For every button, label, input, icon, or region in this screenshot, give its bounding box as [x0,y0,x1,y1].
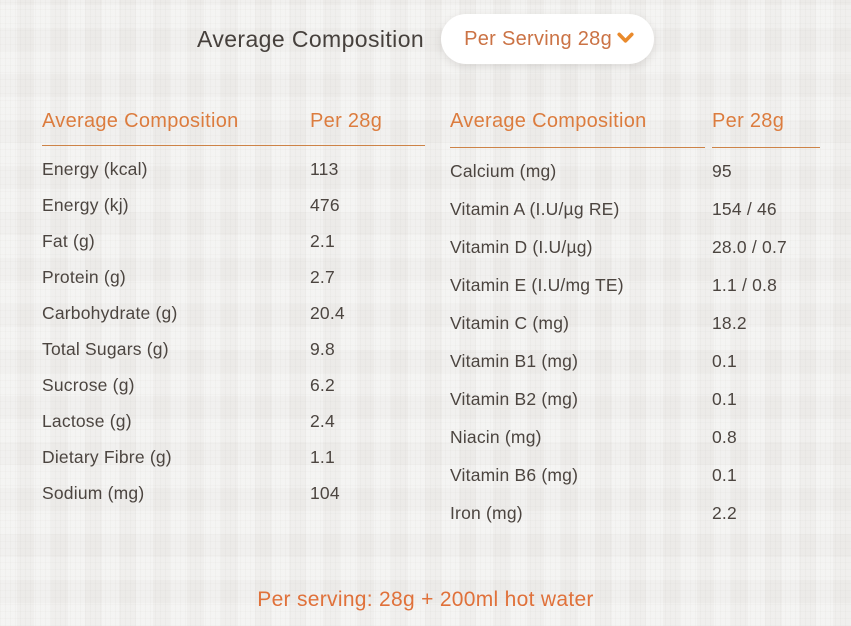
table-row: Vitamin B6 (mg) 0.1 [450,456,820,494]
nutrient-label: Iron (mg) [450,502,523,523]
serving-note: Per serving: 28g + 200ml hot water [257,588,594,611]
nutrient-label: Protein (g) [42,266,126,287]
nutrient-value: 104 [310,482,340,503]
tables-container: Average Composition Per 28g Energy (kcal… [42,110,820,532]
nutrient-label: Energy (kcal) [42,158,148,179]
nutrient-value: 0.1 [712,350,737,371]
nutrient-label: Vitamin C (mg) [450,312,570,333]
nutrient-label: Fat (g) [42,230,95,251]
table-row: Vitamin B2 (mg) 0.1 [450,380,820,418]
nutrition-table-micros: Average Composition Per 28g Calcium (mg)… [450,110,820,532]
nutrient-value: 9.8 [310,338,335,359]
nutrient-value: 0.8 [712,426,737,447]
nutrient-value: 0.1 [712,388,737,409]
nutrient-value: 18.2 [712,312,747,333]
nutrient-label: Lactose (g) [42,410,132,431]
table-row: Lactose (g) 2.4 [42,403,425,439]
table-row: Sodium (mg) 104 [42,475,425,511]
nutrient-value: 154 / 46 [712,198,777,219]
column-header-composition: Average Composition [42,110,239,132]
nutrient-label: Niacin (mg) [450,426,542,447]
column-header-per-28g: Per 28g [310,110,383,132]
table-row: Vitamin D (I.U/µg) 28.0 / 0.7 [450,228,820,266]
nutrient-label: Vitamin A (I.U/µg RE) [450,198,620,219]
column-header-per-28g: Per 28g [712,110,820,148]
nutrient-label: Dietary Fibre (g) [42,446,172,467]
nutrient-value: 113 [310,158,339,179]
nutrient-value: 2.4 [310,410,335,431]
chevron-down-icon [615,27,636,54]
nutrient-value: 2.1 [310,230,335,251]
table-row: Vitamin B1 (mg) 0.1 [450,342,820,380]
nutrient-label: Vitamin E (I.U/mg TE) [450,274,624,295]
nutrient-value: 1.1 [310,446,335,467]
column-header-composition: Average Composition [450,110,705,148]
nutrient-value: 20.4 [310,302,345,323]
nutrient-value: 1.1 / 0.8 [712,274,778,295]
nutrient-value: 6.2 [310,374,335,395]
nutrient-value: 0.1 [712,464,737,485]
table-row: Vitamin E (I.U/mg TE) 1.1 / 0.8 [450,266,820,304]
table-header-row: Average Composition Per 28g [450,110,820,148]
table-row: Energy (kcal) 113 [42,151,425,187]
table-row: Energy (kj) 476 [42,187,425,223]
table-row: Vitamin A (I.U/µg RE) 154 / 46 [450,190,820,228]
nutrient-label: Vitamin B6 (mg) [450,464,579,485]
table-row: Calcium (mg) 95 [450,152,820,190]
nutrient-label: Vitamin B2 (mg) [450,388,579,409]
table-body: Energy (kcal) 113 Energy (kj) 476 Fat (g… [42,146,425,511]
nutrient-label: Total Sugars (g) [42,338,169,359]
table-row: Sucrose (g) 6.2 [42,367,425,403]
table-header-row: Average Composition Per 28g [42,110,425,146]
serving-selector-label: Per Serving 28g [464,27,612,50]
nutrient-value: 2.2 [712,502,737,523]
nutrient-value: 28.0 / 0.7 [712,236,787,257]
nutrient-label: Energy (kj) [42,194,129,215]
nutrient-value: 95 [712,160,732,181]
nutrient-label: Calcium (mg) [450,160,557,181]
nutrient-value: 2.7 [310,266,335,287]
nutrient-label: Sodium (mg) [42,482,145,503]
table-row: Fat (g) 2.1 [42,223,425,259]
nutrient-value: 476 [310,194,340,215]
panel-header: Average Composition Per Serving 28g [0,14,851,64]
nutrient-label: Vitamin B1 (mg) [450,350,579,371]
serving-selector-dropdown[interactable]: Per Serving 28g [441,14,654,64]
nutrient-label: Carbohydrate (g) [42,302,178,323]
page-title: Average Composition [197,25,425,52]
table-row: Vitamin C (mg) 18.2 [450,304,820,342]
nutrient-label: Sucrose (g) [42,374,135,395]
table-row: Niacin (mg) 0.8 [450,418,820,456]
table-row: Iron (mg) 2.2 [450,494,820,532]
nutrient-label: Vitamin D (I.U/µg) [450,236,593,257]
table-row: Carbohydrate (g) 20.4 [42,295,425,331]
table-row: Total Sugars (g) 9.8 [42,331,425,367]
table-body: Calcium (mg) 95 Vitamin A (I.U/µg RE) 15… [450,148,820,532]
table-row: Protein (g) 2.7 [42,259,425,295]
nutrition-table-macros: Average Composition Per 28g Energy (kcal… [42,110,425,532]
table-row: Dietary Fibre (g) 1.1 [42,439,425,475]
